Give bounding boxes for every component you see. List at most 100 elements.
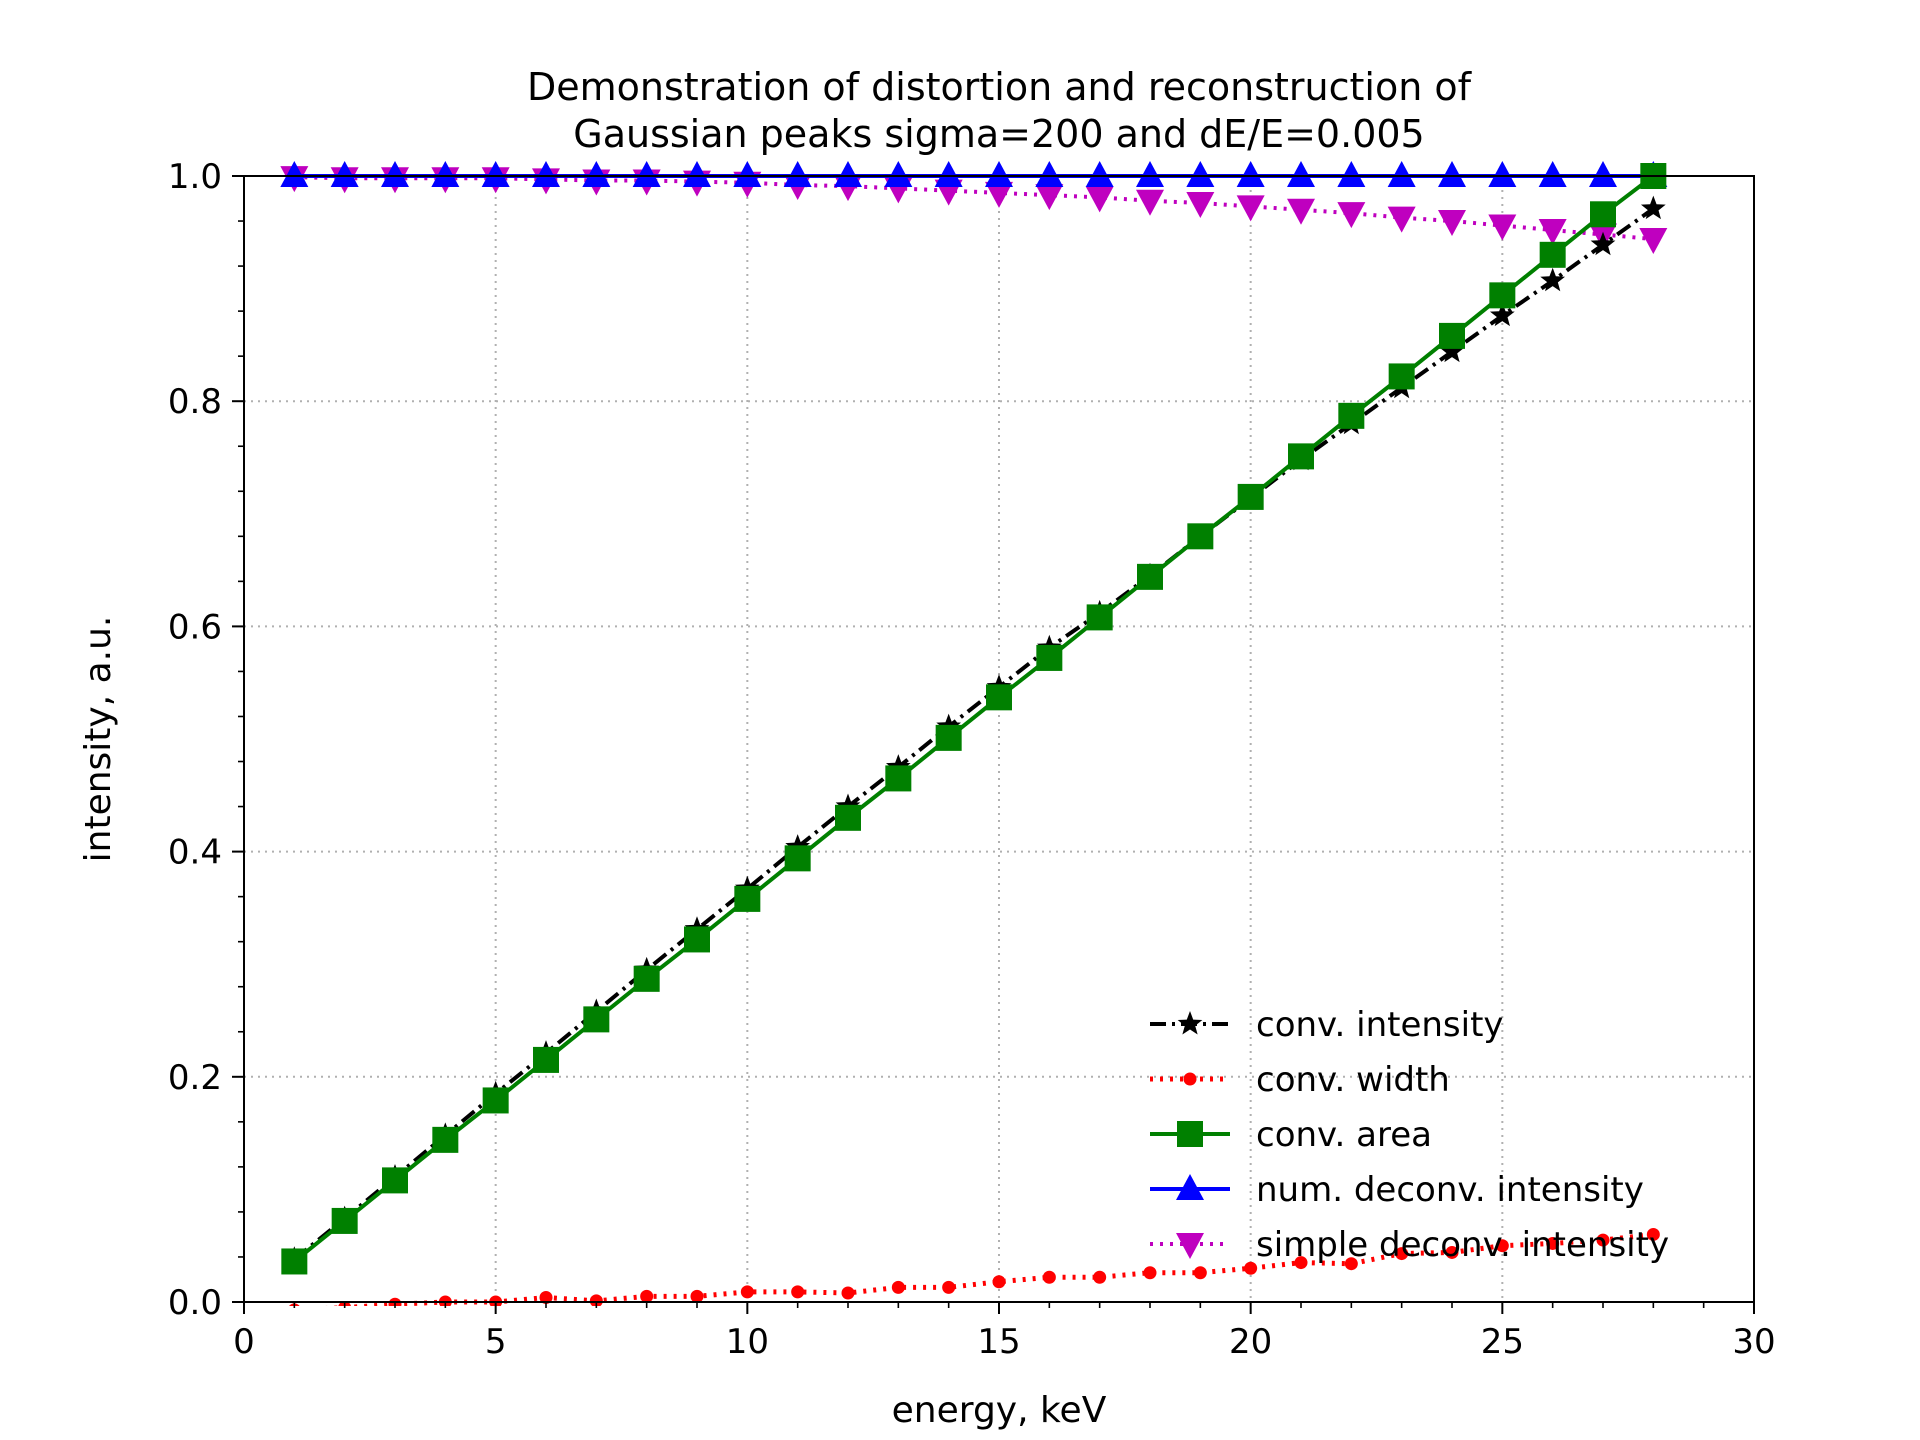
data-point <box>1136 189 1164 216</box>
legend-marker <box>1177 1121 1203 1147</box>
data-point <box>539 1290 553 1304</box>
data-point <box>1288 443 1314 470</box>
data-point <box>1344 1257 1358 1271</box>
data-point <box>589 1294 603 1306</box>
data-point <box>1439 322 1465 349</box>
series-conv-width <box>289 1227 1660 1306</box>
data-point <box>985 181 1013 208</box>
data-point <box>1388 363 1415 390</box>
y-axis-label: intensity, a.u. <box>78 616 119 863</box>
data-point <box>1294 1256 1308 1270</box>
data-point <box>1193 1266 1207 1280</box>
data-point <box>1438 161 1466 187</box>
legend-item: num. deconv. intensity <box>1150 1170 1644 1210</box>
data-point <box>683 161 711 187</box>
data-point <box>935 724 962 751</box>
data-point <box>1187 523 1214 550</box>
data-point <box>533 1046 559 1073</box>
y-tick-label: 0.2 <box>168 1058 222 1098</box>
data-point <box>986 684 1012 711</box>
legend-item: conv. area <box>1150 1115 1432 1155</box>
data-point <box>1337 202 1366 229</box>
data-point <box>891 1280 905 1294</box>
data-point <box>784 845 811 872</box>
data-point <box>1489 282 1516 309</box>
data-point <box>1538 219 1567 246</box>
data-point <box>1589 161 1617 187</box>
data-point <box>1093 1270 1107 1284</box>
data-point <box>280 161 309 187</box>
data-point <box>1136 161 1164 187</box>
data-point <box>1186 192 1215 219</box>
y-tick-label: 0.0 <box>168 1283 222 1323</box>
data-point <box>690 1289 704 1303</box>
x-tick-label: 5 <box>485 1322 507 1362</box>
data-point <box>1236 195 1265 222</box>
data-point <box>1085 186 1114 213</box>
series-conv-area <box>281 163 1667 1275</box>
ticks: 0 5 10 15 20 25 30 0.0 0.2 0.4 0.6 0.8 1.0 <box>168 157 1776 1362</box>
data-point <box>331 1207 358 1234</box>
data-point <box>1540 267 1566 292</box>
data-point <box>583 1006 610 1033</box>
y-tick-label: 0.8 <box>168 382 222 422</box>
data-point <box>934 161 963 187</box>
y-tick-label: 1.0 <box>168 157 222 197</box>
data-point <box>1538 161 1567 187</box>
legend-item: conv. intensity <box>1150 1005 1504 1045</box>
legend-label: num. deconv. intensity <box>1256 1170 1644 1210</box>
data-point <box>841 1286 855 1300</box>
data-point <box>1337 161 1366 187</box>
data-point <box>1035 161 1064 187</box>
data-point <box>1539 241 1566 268</box>
data-point <box>884 161 913 187</box>
data-point <box>633 965 660 992</box>
y-tick-label: 0.6 <box>168 607 222 647</box>
series-line <box>325 1231 1654 1306</box>
series-line <box>293 207 1655 1261</box>
data-point <box>1495 1239 1509 1253</box>
x-tick-label: 25 <box>1481 1322 1524 1362</box>
data-point <box>489 1295 503 1306</box>
data-point <box>1036 644 1063 671</box>
data-point <box>481 161 510 187</box>
data-point <box>1445 1245 1459 1259</box>
x-tick-label: 20 <box>1229 1322 1272 1362</box>
legend-label: conv. width <box>1256 1060 1450 1100</box>
data-point <box>1596 1233 1610 1247</box>
data-point <box>1035 184 1064 211</box>
data-point <box>1287 198 1315 225</box>
data-point <box>1640 195 1666 220</box>
data-point <box>740 1285 754 1299</box>
legend-label: simple deconv. intensity <box>1256 1225 1669 1265</box>
legend-label: conv. area <box>1256 1115 1432 1155</box>
data-point <box>1338 402 1365 429</box>
data-point <box>834 161 862 187</box>
data-point <box>1590 201 1616 228</box>
data-point <box>942 1280 956 1294</box>
legend-marker <box>1183 1072 1197 1086</box>
x-axis-label: energy, keV <box>892 1390 1107 1431</box>
data-point <box>1489 302 1515 327</box>
data-point <box>684 926 710 953</box>
data-point <box>482 1087 509 1114</box>
legend-label: conv. intensity <box>1256 1005 1504 1045</box>
y-tick-label: 0.4 <box>168 833 222 873</box>
data-point <box>791 1285 805 1299</box>
data-point <box>381 161 409 187</box>
data-point <box>330 161 359 187</box>
legend-item: conv. width <box>1150 1060 1450 1100</box>
data-point <box>1186 161 1215 187</box>
data-point <box>734 885 761 912</box>
data-point <box>632 161 661 187</box>
legend-marker <box>1176 1174 1204 1200</box>
data-point <box>1590 231 1616 256</box>
data-point <box>1488 214 1517 241</box>
data-point <box>1237 483 1264 510</box>
data-point <box>1488 161 1517 187</box>
series-line <box>293 174 1655 1264</box>
data-point <box>1042 1270 1056 1284</box>
data-point <box>985 161 1013 187</box>
